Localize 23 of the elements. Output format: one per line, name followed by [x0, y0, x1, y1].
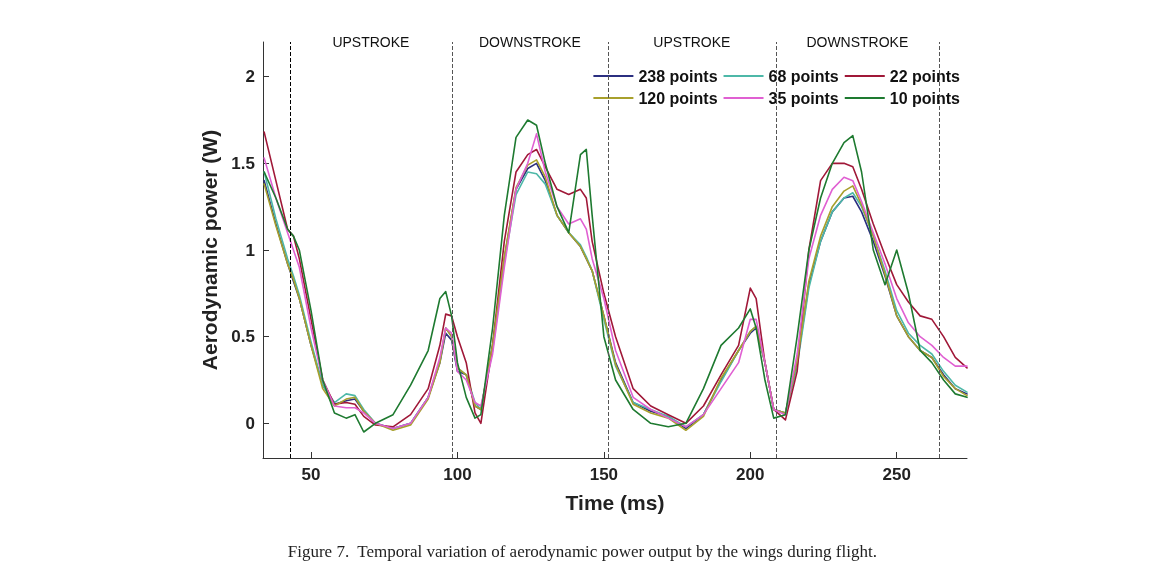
x-tick-label: 150	[589, 465, 619, 484]
annotation: UPSTROKE	[653, 34, 731, 50]
y-tick-label: 1.5	[231, 153, 255, 173]
annotation: DOWNSTROKE	[478, 34, 581, 50]
x-axis-title: Time (ms)	[565, 491, 665, 514]
legend-label: 68 points	[768, 67, 839, 85]
annotation: UPSTROKE	[332, 34, 410, 50]
caption: Figure 7. Temporal variation of aerodynamic power output by the wings during flight.	[287, 542, 877, 561]
x-tick-label: 200	[736, 465, 765, 484]
y-tick-label: 1	[245, 240, 255, 260]
legend-label: 120 points	[638, 89, 718, 107]
x-tick-label: 250	[882, 465, 911, 484]
x-tick-label: 50	[301, 465, 321, 484]
y-tick-label: 0	[245, 413, 255, 433]
legend-label: 22 points	[889, 67, 961, 85]
legend-label: 35 points	[768, 89, 839, 107]
y-axis-title: Aerodynamic power (W)	[198, 129, 222, 371]
x-tick-label: 100	[443, 465, 472, 484]
annotation: DOWNSTROKE	[806, 34, 909, 50]
y-tick-label: 0.5	[231, 327, 255, 347]
y-tick-label: 2	[245, 67, 255, 87]
legend-label: 10 points	[889, 89, 961, 107]
legend-label: 238 points	[638, 67, 718, 85]
